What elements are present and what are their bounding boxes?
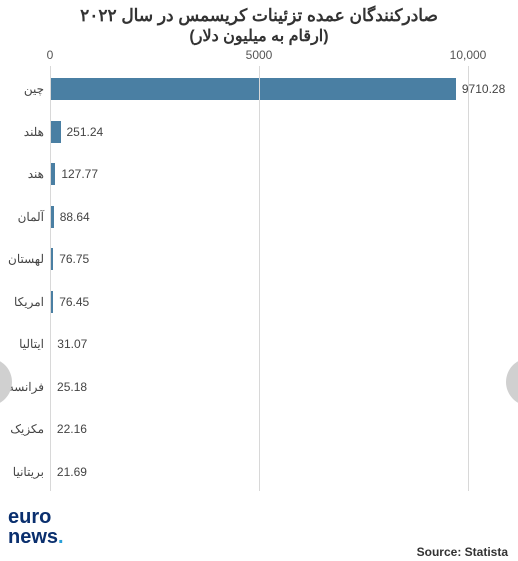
chart-title-line1: صادرکنندگان عمده تزئینات کریسمس در سال ۲… (0, 6, 518, 26)
bar-value-label: 21.69 (57, 465, 87, 479)
bar-category-label: مکزیک (10, 422, 50, 436)
gridline (468, 66, 469, 491)
x-axis: 0500010,000 (50, 48, 468, 66)
logo-text-euro: euro (8, 507, 75, 527)
gridline (259, 66, 260, 491)
bar-value-label: 127.77 (61, 167, 98, 181)
bar-value-label: 22.16 (57, 422, 87, 436)
bar-category-label: بریتانیا (13, 465, 50, 479)
axis-tick-label: 5000 (246, 48, 273, 62)
bar-category-label: لهستان (8, 252, 50, 266)
nav-prev-button[interactable] (0, 358, 12, 406)
bar-category-label: هلند (24, 125, 50, 139)
bar (50, 121, 61, 143)
chart-title-line2: (ارقام به میلیون دلار) (0, 26, 518, 46)
euronews-logo: euro news. (0, 493, 75, 561)
bar-category-label: ایتالیا (19, 337, 50, 351)
bar-value-label: 31.07 (57, 337, 87, 351)
bar-value-label: 88.64 (60, 210, 90, 224)
bar-category-label: هند (28, 167, 50, 181)
chart-area: 0500010,000 چین9710.28هلند251.24هند127.7… (50, 48, 468, 491)
source-text: Source: Statista (417, 545, 508, 559)
gridline (50, 66, 51, 491)
bar-value-label: 25.18 (57, 380, 87, 394)
logo-text-news: news. (8, 527, 75, 547)
bar-value-label: 76.75 (59, 252, 89, 266)
bar-value-label: 76.45 (59, 295, 89, 309)
bar-category-label: فرانسه (8, 380, 50, 394)
bar-category-label: امریکا (14, 295, 50, 309)
bar-category-label: آلمان (18, 210, 50, 224)
axis-tick-label: 10,000 (450, 48, 487, 62)
bar (50, 78, 456, 100)
bar-value-label: 251.24 (67, 125, 104, 139)
axis-tick-label: 0 (47, 48, 54, 62)
nav-next-button[interactable] (506, 358, 518, 406)
bar-category-label: چین (24, 82, 50, 96)
